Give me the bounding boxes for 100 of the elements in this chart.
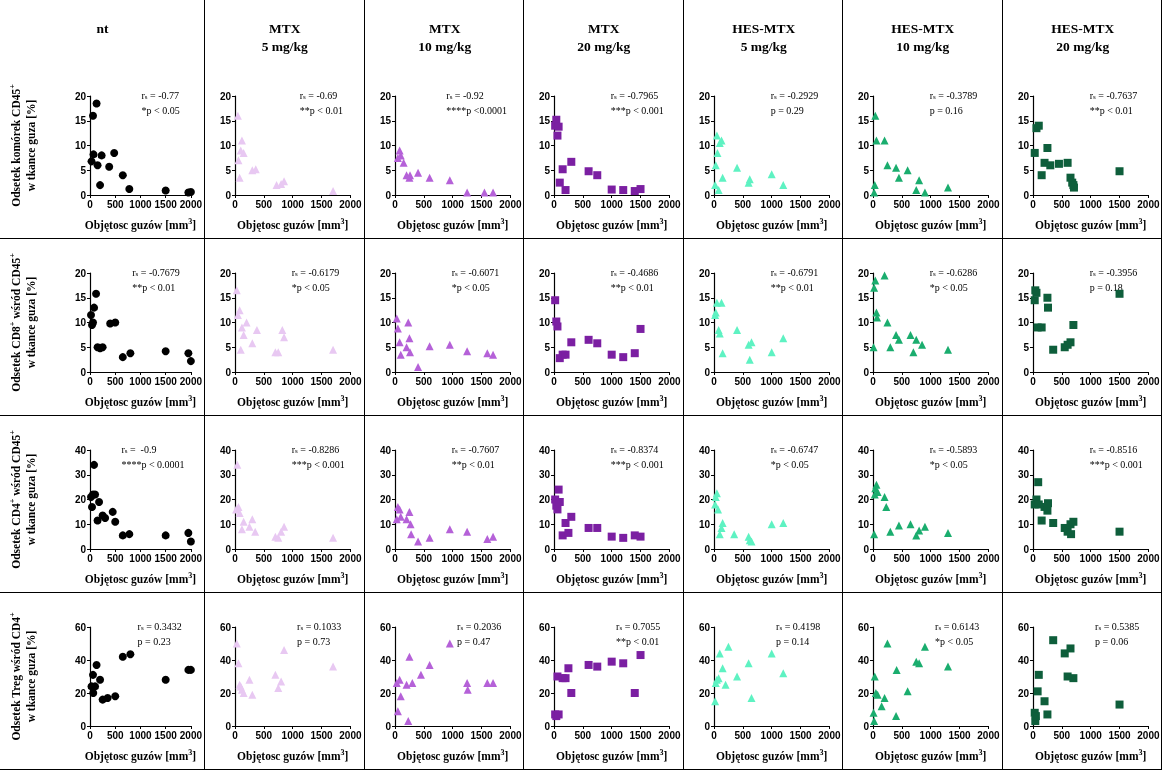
x-tick-label: 1000	[919, 552, 943, 564]
y-tick-label: 40	[219, 654, 232, 666]
x-tick-label: 1000	[1079, 729, 1102, 741]
annotation: p = 0.06	[1094, 635, 1128, 647]
y-tick-label: 30	[219, 469, 232, 481]
y-tick-label: 5	[703, 341, 710, 353]
x-tick-label: 1000	[281, 729, 305, 741]
y-tick-label: 5	[863, 164, 870, 176]
y-tick-label: 0	[225, 720, 232, 732]
y-tick-label: 0	[1022, 189, 1029, 201]
x-tick-label: 1500	[310, 552, 334, 564]
x-tick-label: 1000	[129, 552, 152, 564]
x-tick-label: 1000	[760, 729, 783, 741]
y-tick-label: 40	[379, 444, 391, 456]
y-tick-label: 5	[80, 341, 87, 353]
y-tick-label: 30	[1017, 469, 1029, 481]
annotation: ***p < 0.001	[291, 458, 345, 470]
y-tick-label: 30	[379, 469, 391, 481]
y-tick-label: 0	[80, 366, 87, 378]
y-tick-label: 20	[219, 687, 232, 699]
x-tick-label: 1000	[760, 375, 783, 387]
y-tick-label: 20	[219, 90, 232, 102]
y-tick-label: 0	[863, 189, 870, 201]
y-tick-label: 0	[544, 189, 551, 201]
y-tick-label: 20	[538, 90, 551, 102]
x-tick-label: 1000	[281, 375, 305, 387]
y-tick-label: 5	[1022, 164, 1029, 176]
annotation: p = 0.73	[297, 635, 331, 647]
annotation: *p < 0.05	[451, 281, 490, 293]
y-tick-label: 10	[219, 518, 232, 530]
y-tick-label: 5	[544, 164, 551, 176]
text: Odsetek komórek CD45+ w tkance guza [%]	[8, 84, 37, 207]
y-tick-label: 0	[225, 366, 232, 378]
x-tick-label: 500	[255, 729, 273, 741]
x-tick-label: 1000	[441, 375, 464, 387]
y-tick-label: 20	[698, 494, 710, 505]
x-tick-label: 1000	[281, 552, 305, 564]
x-tick-label: 1000	[600, 198, 624, 210]
x-tick-label: 2000	[658, 552, 681, 564]
y-tick-label: 10	[538, 518, 551, 530]
x-tick-label: 1500	[310, 198, 334, 210]
y-tick-label: 10	[538, 317, 551, 328]
x-tick-label: 1500	[154, 552, 178, 564]
x-tick-label: 2000	[817, 552, 841, 564]
x-tick-label: 500	[106, 198, 124, 210]
y-tick-label: 0	[703, 366, 710, 378]
y-tick-label: 60	[379, 621, 391, 633]
x-tick-label: 2000	[977, 375, 1000, 387]
y-tick-label: 40	[74, 654, 87, 666]
x-tick-label: 1500	[1107, 729, 1131, 741]
x-tick-label: 1500	[154, 198, 178, 210]
annotation: **p < 0.01	[610, 281, 654, 293]
y-tick-label: 20	[857, 494, 870, 505]
x-tick-label: 500	[415, 198, 433, 210]
y-tick-label: 15	[219, 115, 232, 127]
y-tick-label: 10	[379, 317, 391, 328]
y-tick-label: 5	[225, 341, 232, 353]
x-tick-label: 2000	[1136, 375, 1160, 387]
annotation: *p < 0.05	[929, 458, 968, 470]
x-tick-label: 2000	[179, 375, 203, 387]
x-tick-label: 500	[734, 552, 752, 564]
y-tick-label: 40	[74, 444, 87, 456]
y-tick-label: 20	[219, 494, 232, 505]
y-tick-label: 10	[538, 140, 551, 151]
x-tick-label: 1500	[788, 375, 812, 387]
y-tick-label: 0	[1022, 720, 1029, 732]
x-tick-label: 500	[574, 375, 592, 387]
y-tick-label: 60	[219, 621, 232, 633]
y-tick-label: 60	[698, 621, 710, 633]
annotation: *p < 0.05	[770, 458, 809, 470]
x-tick-label: 2000	[179, 729, 203, 741]
y-tick-label: 5	[703, 164, 710, 176]
x-tick-label: 1500	[629, 552, 653, 564]
y-tick-label: 0	[703, 720, 710, 732]
x-tick-label: 1000	[281, 198, 305, 210]
x-tick-label: 1500	[469, 552, 493, 564]
y-tick-label: 0	[80, 720, 87, 732]
y-tick-label: 30	[74, 469, 87, 481]
y-tick-label: 0	[544, 366, 551, 378]
y-tick-label: 20	[1017, 90, 1029, 102]
x-tick-label: 2000	[817, 198, 841, 210]
y-tick-label: 30	[698, 469, 710, 481]
annotation: p = 0.16	[929, 104, 963, 116]
x-tick-label: 1000	[919, 375, 943, 387]
x-tick-label: 2000	[339, 375, 362, 387]
y-tick-label: 60	[538, 621, 551, 633]
x-tick-label: 1000	[600, 375, 624, 387]
y-tick-label: 30	[538, 469, 551, 481]
y-tick-label: 20	[538, 687, 551, 699]
y-tick-label: 20	[74, 90, 87, 102]
chart-title: HES-MTX 10 mg/kg	[891, 20, 955, 54]
chart-title: MTX 5 mg/kg	[261, 20, 309, 54]
y-tick-label: 20	[698, 90, 710, 102]
y-tick-label: 15	[1017, 115, 1029, 127]
y-tick-label: 20	[857, 90, 870, 102]
x-tick-label: 500	[415, 729, 433, 741]
y-tick-label: 60	[74, 621, 87, 633]
y-tick-label: 0	[863, 543, 870, 555]
x-tick-label: 2000	[817, 729, 841, 741]
y-tick-label: 15	[698, 115, 710, 127]
